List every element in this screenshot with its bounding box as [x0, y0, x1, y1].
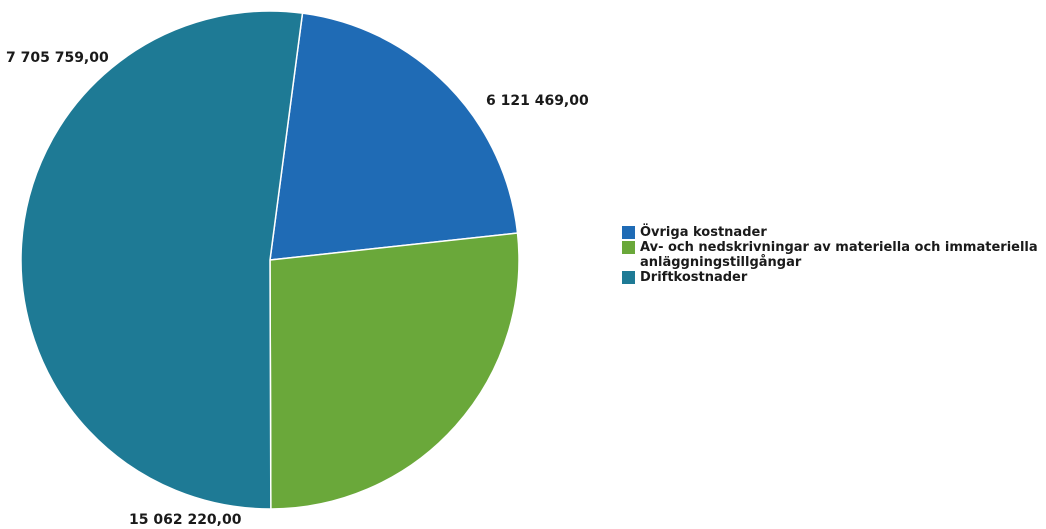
pie-slice-ovriga-kostnader: [269, 12, 519, 261]
legend-item-av-och-nedskrivningar: Av- och nedskrivningar av materiella och…: [622, 240, 1042, 270]
legend-label: Driftkostnader: [640, 270, 748, 285]
legend-swatch-av-och-nedskrivningar: [622, 241, 635, 254]
pie-slice-av-och-nedskrivningar: [269, 232, 520, 510]
legend-swatch-ovriga-kostnader: [622, 226, 635, 239]
pie-slice-driftkostnader: [20, 10, 304, 510]
legend-item-ovriga-kostnader: Övriga kostnader: [622, 225, 1042, 240]
data-label-driftkostnader: 15 062 220,00: [129, 512, 242, 528]
legend-label: Övriga kostnader: [640, 225, 767, 240]
legend-swatch-driftkostnader: [622, 271, 635, 284]
legend-label: Av- och nedskrivningar av materiella och…: [640, 240, 1038, 270]
legend: Övriga kostnader Av- och nedskrivningar …: [622, 225, 1042, 285]
legend-item-driftkostnader: Driftkostnader: [622, 270, 1042, 285]
data-label-av-och-nedskrivningar: 7 705 759,00: [6, 50, 109, 66]
data-label-ovriga-kostnader: 6 121 469,00: [486, 93, 589, 109]
pie-slices: [20, 10, 520, 510]
